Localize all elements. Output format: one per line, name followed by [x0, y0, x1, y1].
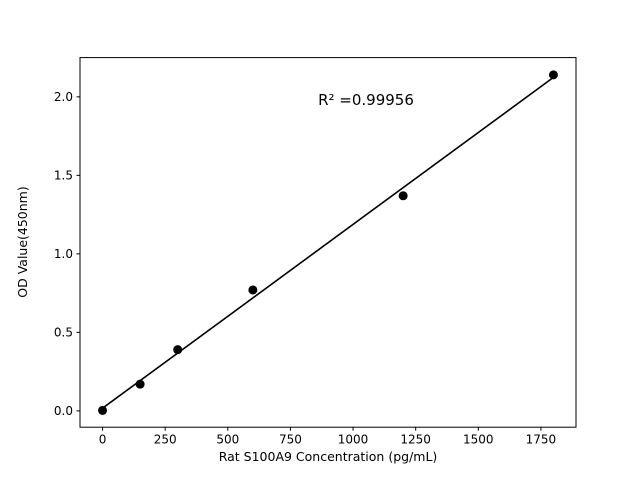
- x-tick-label: 1750: [526, 433, 557, 447]
- y-tick-label: 1.0: [54, 247, 73, 261]
- data-point: [135, 379, 145, 389]
- x-tick-label: 500: [216, 433, 239, 447]
- y-tick-label: 0.0: [54, 404, 73, 418]
- data-point: [173, 345, 183, 355]
- y-tick-label: 0.5: [54, 325, 73, 339]
- data-point: [248, 285, 258, 295]
- x-tick-label: 0: [99, 433, 107, 447]
- r-squared-annotation: R² =0.99956: [318, 91, 414, 109]
- plot-border: [79, 57, 577, 428]
- data-point: [548, 70, 558, 80]
- y-tick-label: 2.0: [54, 90, 73, 104]
- data-point: [98, 405, 108, 415]
- x-tick-label: 250: [154, 433, 177, 447]
- x-tick-label: 1250: [400, 433, 431, 447]
- x-axis-title: Rat S100A9 Concentration (pg/mL): [219, 449, 438, 464]
- y-tick-label: 1.5: [54, 168, 73, 182]
- fit-line: [102, 76, 554, 409]
- x-tick-label: 1000: [338, 433, 369, 447]
- plot-dynamic-layer: 0 250 500 750 1000 1250 1500 1750 0.0 0.5 1.0 1.5 2.…: [54, 57, 577, 447]
- x-tick-label: 1500: [463, 433, 494, 447]
- y-axis-title: OD Value(450nm): [15, 186, 30, 297]
- x-tick-label: 750: [279, 433, 302, 447]
- data-point: [398, 191, 408, 201]
